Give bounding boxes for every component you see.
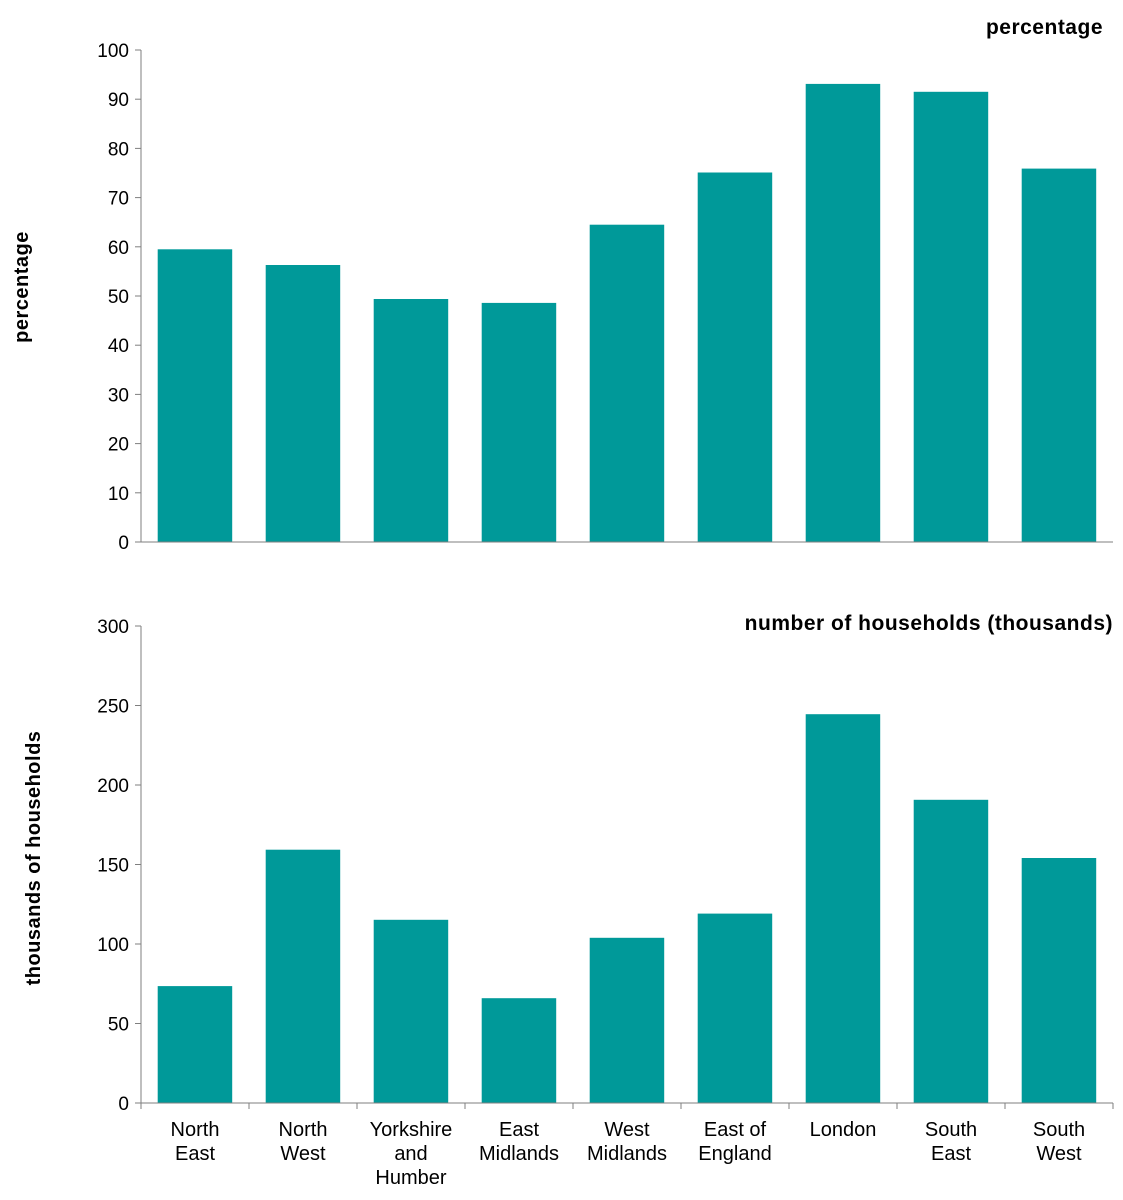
y-tick-label: 150 (97, 856, 129, 877)
x-tick-label: North East (171, 1119, 220, 1165)
y-tick-label: 0 (118, 533, 129, 554)
y-tick-label: 250 (97, 697, 129, 718)
panel-title: percentage (986, 16, 1103, 39)
y-axis-title: thousands of households (23, 731, 45, 986)
bar-east-of-england (697, 913, 773, 1103)
x-tick-label: North West (279, 1119, 328, 1165)
panel-title: number of households (thousands) (745, 612, 1113, 635)
bar-yorkshire-and-humber (373, 299, 449, 542)
bar-london (805, 83, 881, 543)
x-tick-label: London (810, 1119, 877, 1141)
y-tick-label: 100 (97, 935, 129, 956)
y-axis-title: percentage (11, 231, 33, 343)
y-tick-label: 60 (108, 238, 129, 259)
bar-south-east (913, 91, 989, 543)
y-tick-label: 0 (118, 1094, 129, 1115)
x-tick-label: South West (1033, 1119, 1085, 1165)
bar-north-east (157, 249, 233, 543)
chart-panel-2: 0 50 100 150 200 250 300 North East North West York… (23, 612, 1114, 1189)
y-tick-label: 100 (97, 41, 129, 62)
bar-north-west (265, 849, 341, 1103)
y-tick-label: 300 (97, 617, 129, 638)
y-tick-label: 200 (97, 776, 129, 797)
bar-east-of-england (697, 172, 773, 542)
bar-south-west (1021, 168, 1097, 542)
y-tick-label: 40 (108, 336, 129, 357)
y-tick-label: 20 (108, 435, 129, 456)
bar-west-midlands (589, 937, 665, 1103)
chart-panel-1: 0 10 20 30 40 50 60 70 80 90 100 percentage percenta… (11, 16, 1113, 554)
bar-east-midlands (481, 998, 557, 1103)
bar-east-midlands (481, 302, 557, 542)
bar-north-east (157, 986, 233, 1103)
x-tick-label: Yorkshire and Humber (370, 1119, 453, 1189)
x-tick-label: West Midlands (587, 1119, 667, 1165)
y-tick-label: 80 (108, 139, 129, 160)
bar-south-west (1021, 858, 1097, 1103)
x-tick-label: East of England (698, 1119, 771, 1165)
y-tick-label: 50 (108, 1015, 129, 1036)
y-tick-label: 50 (108, 287, 129, 308)
y-tick-label: 10 (108, 484, 129, 505)
y-tick-label: 30 (108, 385, 129, 406)
bar-north-west (265, 265, 341, 542)
y-tick-label: 70 (108, 189, 129, 210)
x-tick-label: East Midlands (479, 1119, 559, 1165)
y-tick-label: 90 (108, 90, 129, 111)
bar-yorkshire-and-humber (373, 919, 449, 1103)
bar-west-midlands (589, 224, 665, 542)
bar-south-east (913, 799, 989, 1103)
bar-london (805, 714, 881, 1103)
x-tick-label: South East (925, 1119, 977, 1165)
